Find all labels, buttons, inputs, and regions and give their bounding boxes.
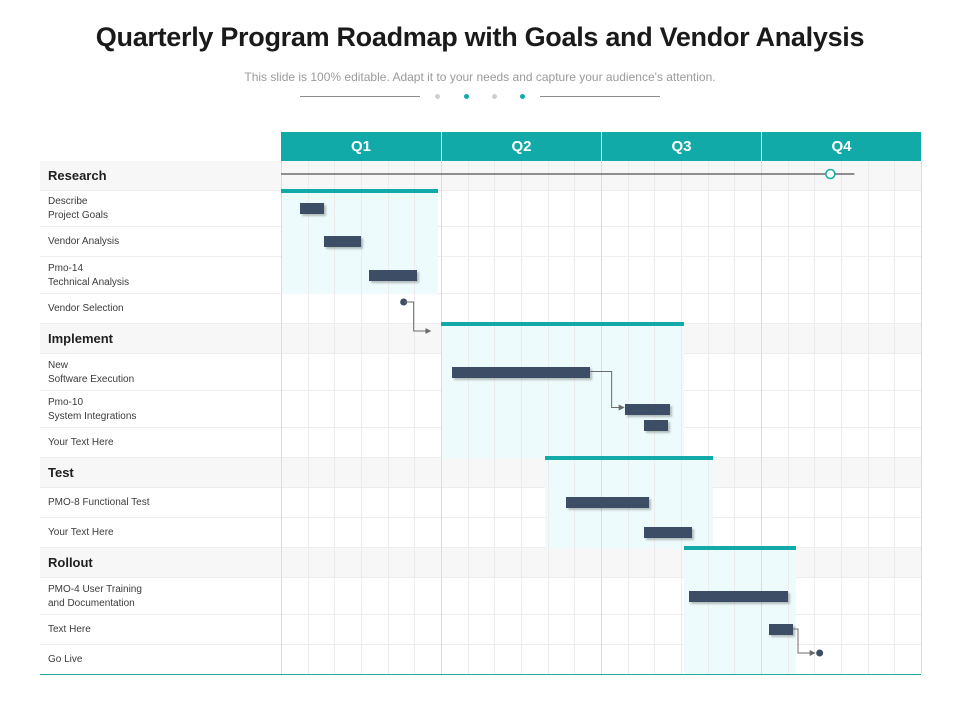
quarter-gridline bbox=[441, 161, 442, 674]
bottom-border bbox=[40, 674, 921, 675]
deco-dot-4 bbox=[520, 94, 525, 99]
row-separator bbox=[40, 256, 921, 257]
section-label: Rollout bbox=[48, 555, 93, 570]
week-gridline bbox=[814, 161, 815, 674]
week-gridline bbox=[468, 161, 469, 674]
deco-dot-3 bbox=[492, 94, 497, 99]
task-bar bbox=[369, 269, 417, 281]
task-bar bbox=[769, 624, 793, 635]
week-gridline bbox=[708, 161, 709, 674]
task-bar bbox=[689, 590, 788, 602]
quarter-gridline bbox=[921, 161, 922, 674]
task-label: Vendor Analysis bbox=[48, 236, 120, 247]
connector-arrow bbox=[403, 301, 432, 334]
row-separator bbox=[40, 293, 921, 294]
week-gridline bbox=[894, 161, 895, 674]
task-label: PMO-8 Functional Test bbox=[48, 497, 150, 508]
task-label: Go Live bbox=[48, 654, 83, 665]
week-gridline bbox=[841, 161, 842, 674]
slide-subtitle: This slide is 100% editable. Adapt it to… bbox=[244, 70, 716, 84]
task-label: Pmo-14 Technical Analysis bbox=[48, 262, 130, 288]
task-label: Vendor Selection bbox=[48, 303, 124, 314]
quarter-header-q3: Q3 bbox=[601, 132, 761, 161]
week-gridline bbox=[788, 161, 789, 674]
task-bar bbox=[566, 497, 649, 508]
row-separator bbox=[40, 226, 921, 227]
phase-bar-implement bbox=[441, 322, 684, 326]
deco-dot-1 bbox=[435, 94, 440, 99]
phase-bar-research bbox=[281, 189, 439, 193]
week-gridline bbox=[334, 161, 335, 674]
phase-bar-rollout bbox=[683, 546, 796, 550]
week-gridline bbox=[414, 161, 415, 674]
slide-title: Quarterly Program Roadmap with Goals and… bbox=[95, 22, 865, 52]
row-separator bbox=[40, 190, 921, 191]
week-gridline bbox=[308, 161, 309, 674]
section-row-bg bbox=[40, 161, 921, 191]
task-label: New Software Execution bbox=[48, 359, 135, 385]
task-label: Your Text Here bbox=[48, 437, 114, 448]
quarter-gridline bbox=[761, 161, 762, 674]
task-label: Text Here bbox=[48, 624, 91, 635]
week-gridline bbox=[628, 161, 629, 674]
divider-left bbox=[300, 96, 420, 97]
connector-arrow bbox=[793, 628, 816, 656]
week-gridline bbox=[654, 161, 655, 674]
week-gridline bbox=[361, 161, 362, 674]
row-separator bbox=[40, 577, 921, 578]
section-label: Test bbox=[48, 465, 74, 480]
week-gridline bbox=[734, 161, 735, 674]
week-gridline bbox=[574, 161, 575, 674]
quarter-gridline bbox=[281, 161, 282, 674]
quarter-header-q1: Q1 bbox=[281, 132, 441, 161]
quarter-gridline bbox=[601, 161, 602, 674]
task-label: Pmo-10 System Integrations bbox=[48, 396, 137, 422]
task-bar bbox=[643, 419, 668, 431]
week-gridline bbox=[388, 161, 389, 674]
row-separator bbox=[40, 517, 921, 518]
task-label: Your Text Here bbox=[48, 527, 114, 538]
task-bar bbox=[299, 203, 324, 214]
task-bar bbox=[625, 403, 671, 415]
milestone-dot bbox=[816, 649, 824, 657]
quarter-header-q2: Q2 bbox=[441, 132, 601, 161]
deco-dot-2 bbox=[464, 94, 469, 99]
week-gridline bbox=[681, 161, 682, 674]
phase-box-rollout bbox=[683, 548, 796, 675]
row-separator bbox=[40, 644, 921, 645]
phase-bar-test bbox=[545, 456, 713, 460]
research-marker bbox=[825, 168, 836, 180]
connector-arrow bbox=[590, 371, 625, 411]
task-label: PMO-4 User Training and Documentation bbox=[48, 583, 142, 609]
week-gridline bbox=[521, 161, 522, 674]
task-bar bbox=[643, 527, 692, 538]
week-gridline bbox=[494, 161, 495, 674]
row-separator bbox=[40, 614, 921, 615]
week-gridline bbox=[868, 161, 869, 674]
task-bar bbox=[323, 236, 361, 247]
section-label: Implement bbox=[48, 331, 114, 346]
phase-box-implement bbox=[441, 324, 684, 458]
row-separator bbox=[40, 547, 921, 548]
week-gridline bbox=[548, 161, 549, 674]
section-label: Research bbox=[48, 168, 107, 183]
quarter-header-q4: Q4 bbox=[761, 132, 921, 161]
row-separator bbox=[40, 487, 921, 488]
task-bar bbox=[451, 366, 591, 378]
section-row-bg bbox=[40, 458, 921, 488]
divider-right bbox=[540, 96, 660, 97]
task-label: Describe Project Goals bbox=[48, 196, 109, 221]
